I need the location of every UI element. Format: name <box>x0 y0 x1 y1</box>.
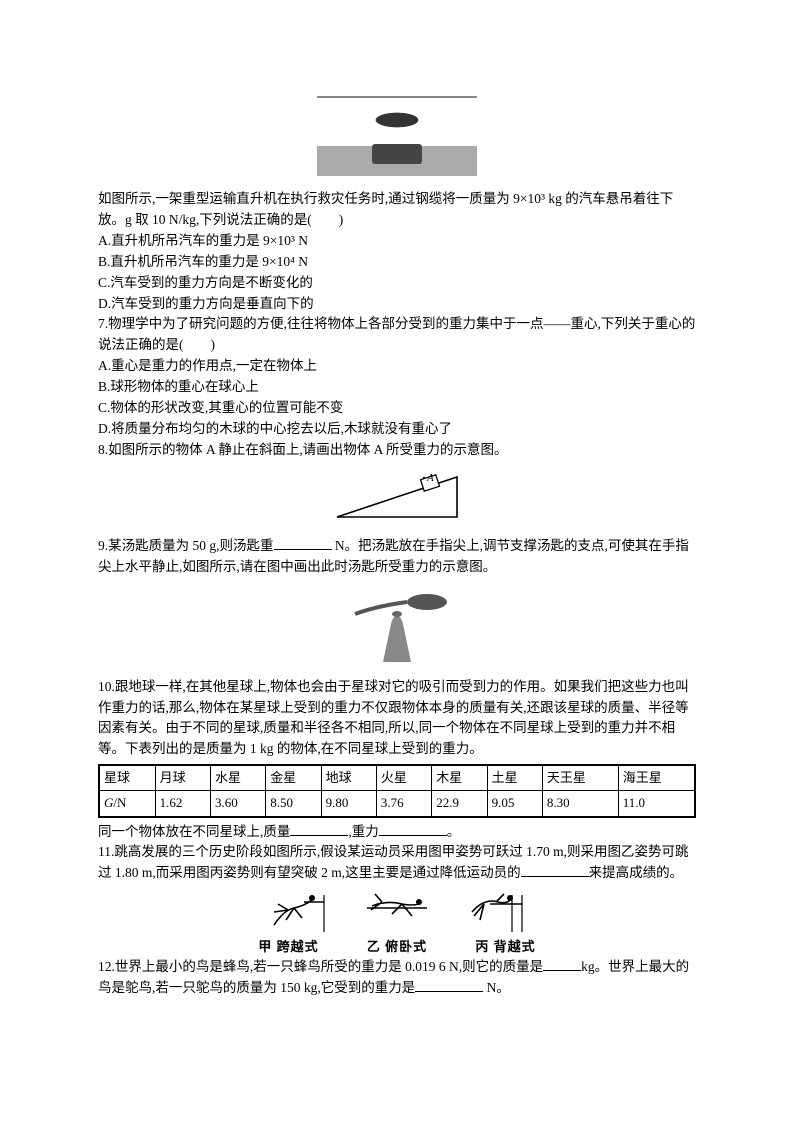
q12-part-a: 12.世界上最小的鸟是蜂鸟,若一只蜂鸟所受的重力是 0.019 6 N,则它的质… <box>98 959 543 974</box>
th-1: 月球 <box>155 765 210 791</box>
svg-text:A: A <box>426 472 434 484</box>
td-3: 8.50 <box>266 791 321 817</box>
td-2: 3.60 <box>210 791 265 817</box>
th-5: 火星 <box>376 765 431 791</box>
jump-label-b: 乙 俯卧式 <box>367 937 427 957</box>
blank-center <box>521 864 589 878</box>
option-6b: B.直升机所吊汽车的重力是 9×10⁴ N <box>98 252 696 273</box>
td-8: 8.30 <box>542 791 618 817</box>
jump-label-c: 丙 背越式 <box>475 937 535 957</box>
th-0: 星球 <box>99 765 155 791</box>
th-3: 金星 <box>266 765 321 791</box>
td-1: 1.62 <box>155 791 210 817</box>
option-7b: B.球形物体的重心在球心上 <box>98 377 696 398</box>
question-8: 8.如图所示的物体 A 静止在斜面上,请画出物体 A 所受重力的示意图。 <box>98 440 696 461</box>
ramp-figure: A <box>98 467 696 530</box>
td-9: 11.0 <box>618 791 695 817</box>
td-5: 3.76 <box>376 791 431 817</box>
page-content: 如图所示,一架重型运输直升机在执行救灾任务时,通过钢缆将一质量为 9×10³ k… <box>98 96 696 999</box>
option-7a: A.重心是重力的作用点,一定在物体上 <box>98 356 696 377</box>
blank-mass <box>290 822 348 836</box>
option-6c: C.汽车受到的重力方向是不断变化的 <box>98 273 696 294</box>
td-6: 22.9 <box>432 791 487 817</box>
td-7: 9.05 <box>487 791 542 817</box>
td-4: 9.80 <box>321 791 376 817</box>
jump-style-1-icon <box>264 890 334 935</box>
jump-label-a: 甲 跨越式 <box>258 937 318 957</box>
table-header-row: 星球 月球 水星 金星 地球 火星 木星 土星 天王星 海王星 <box>99 765 695 791</box>
blank-ostrich-weight <box>415 979 483 993</box>
question-6-stem: 如图所示,一架重型运输直升机在执行救灾任务时,通过钢缆将一质量为 9×10³ k… <box>98 189 696 231</box>
q11-part-b: 来提高成绩的。 <box>589 865 684 880</box>
th-4: 地球 <box>321 765 376 791</box>
option-6a: A.直升机所吊汽车的重力是 9×10³ N <box>98 231 696 252</box>
jump-caption-row: 甲 跨越式 乙 俯卧式 丙 背越式 <box>98 937 696 957</box>
th-7: 土星 <box>487 765 542 791</box>
th-9: 海王星 <box>618 765 695 791</box>
q10-tail-c: 。 <box>447 824 461 839</box>
q10-tail-b: ,重力 <box>348 824 378 839</box>
blank-hummingbird-mass <box>543 958 581 972</box>
jump-style-3-icon <box>460 890 530 935</box>
blank-gravity <box>379 822 447 836</box>
blank-q9-weight <box>274 536 332 550</box>
option-7d: D.将质量分布均匀的木球的中心挖去以后,木球就没有重心了 <box>98 419 696 440</box>
question-7-stem: 7.物理学中为了研究问题的方便,往往将物体上各部分受到的重力集中于一点——重心,… <box>98 314 696 356</box>
planet-table: 星球 月球 水星 金星 地球 火星 木星 土星 天王星 海王星 G/N 1.62… <box>98 764 696 817</box>
q9-part-a: 9.某汤匙质量为 50 g,则汤匙重 <box>98 538 274 553</box>
option-6d: D.汽车受到的重力方向是垂直向下的 <box>98 294 696 315</box>
q10-tail-a: 同一个物体放在不同星球上,质量 <box>98 824 290 839</box>
jump-figure <box>98 890 696 935</box>
th-8: 天王星 <box>542 765 618 791</box>
q12-part-c: N。 <box>483 980 510 995</box>
row-label: G/N <box>99 791 155 817</box>
helicopter-image <box>317 96 477 176</box>
question-10-tail: 同一个物体放在不同星球上,质量 ,重力 。 <box>98 822 696 843</box>
helicopter-figure <box>98 96 696 183</box>
question-12: 12.世界上最小的鸟是蜂鸟,若一只蜂鸟所受的重力是 0.019 6 N,则它的质… <box>98 957 696 999</box>
table-data-row: G/N 1.62 3.60 8.50 9.80 3.76 22.9 9.05 8… <box>99 791 695 817</box>
question-10: 10.跟地球一样,在其他星球上,物体也会由于星球对它的吸引而受到力的作用。如果我… <box>98 677 696 761</box>
th-2: 水星 <box>210 765 265 791</box>
question-9: 9.某汤匙质量为 50 g,则汤匙重 N。把汤匙放在手指尖上,调节支撑汤匙的支点… <box>98 536 696 578</box>
spoon-figure <box>98 584 696 671</box>
jump-style-2-icon <box>357 890 437 935</box>
th-6: 木星 <box>432 765 487 791</box>
option-7c: C.物体的形状改变,其重心的位置可能不变 <box>98 398 696 419</box>
question-11: 11.跳高发展的三个历史阶段如图所示,假设某运动员采用图甲姿势可跃过 1.70 … <box>98 842 696 884</box>
